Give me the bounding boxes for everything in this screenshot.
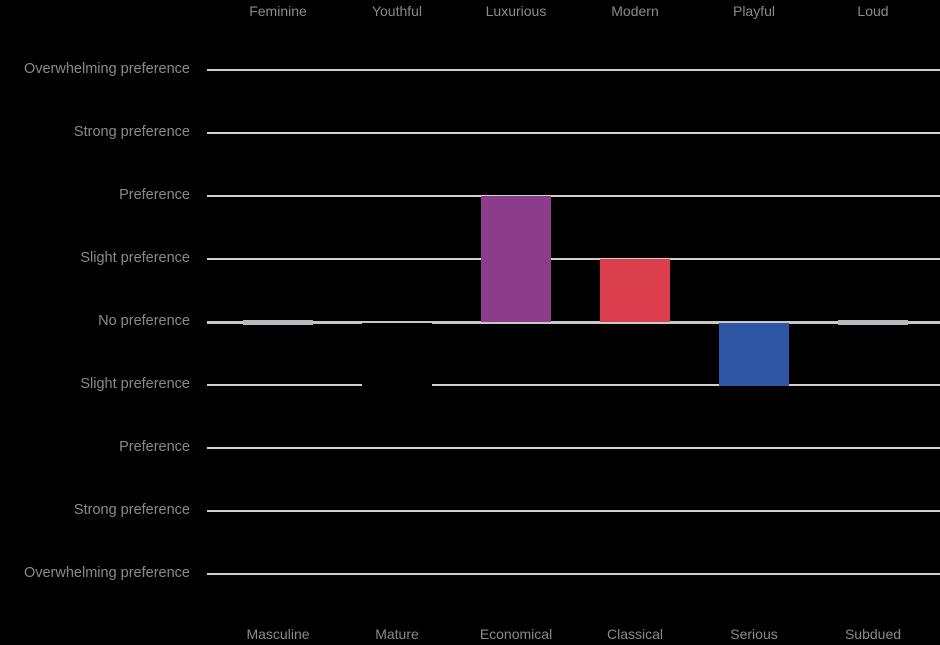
bar-zero: [243, 320, 313, 325]
y-axis-label: Preference: [119, 187, 190, 203]
bar: [719, 323, 789, 386]
y-axis-label: No preference: [98, 313, 190, 329]
zero-line: [207, 321, 940, 324]
bottom-category-label: Serious: [730, 626, 778, 642]
gridline: [207, 258, 940, 260]
bar: [362, 323, 432, 386]
top-category-label: Youthful: [371, 3, 423, 19]
top-category-label: Modern: [611, 3, 659, 19]
bar: [481, 196, 551, 322]
top-category-label: Loud: [857, 3, 889, 19]
bottom-category-label: Classical: [606, 626, 663, 642]
top-category-label: Feminine: [249, 3, 307, 19]
top-category-label: Luxurious: [485, 3, 547, 19]
y-axis-label: Slight preference: [80, 376, 190, 392]
gridline: [207, 573, 940, 575]
y-axis-label: Strong preference: [73, 502, 190, 518]
gridline: [207, 510, 940, 512]
gridline: [207, 195, 940, 197]
y-axis-label: Slight preference: [80, 250, 190, 266]
bottom-category-label: Mature: [375, 626, 419, 642]
bar: [600, 259, 670, 322]
gridline: [207, 69, 940, 71]
gridline: [207, 384, 940, 386]
bottom-category-label: Masculine: [246, 626, 310, 642]
top-category-label: Playful: [732, 3, 776, 19]
gridline: [207, 447, 940, 449]
gridline: [207, 132, 940, 134]
y-axis-label: Preference: [119, 439, 190, 455]
y-axis-label: Strong preference: [73, 124, 190, 140]
y-axis-label: Overwhelming preference: [23, 61, 190, 77]
bar-zero: [838, 320, 908, 325]
bottom-category-label: Economical: [479, 626, 553, 642]
y-axis-label: Overwhelming preference: [23, 565, 190, 581]
bottom-category-label: Subdued: [844, 626, 902, 642]
